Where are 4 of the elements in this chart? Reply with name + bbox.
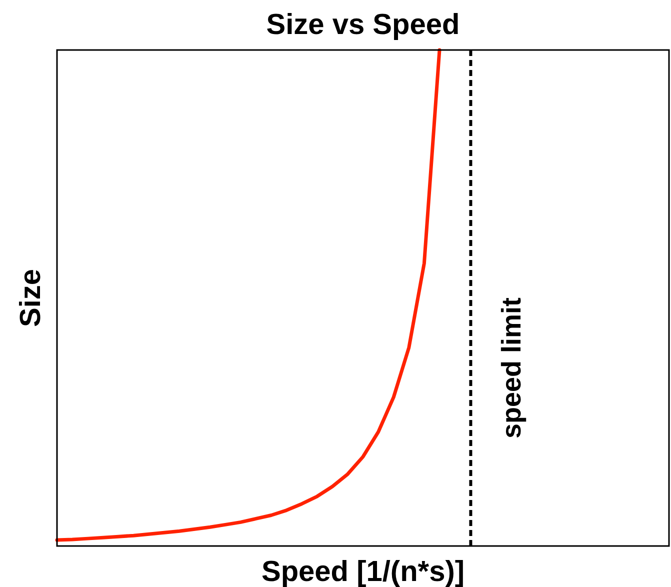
chart-title: Size vs Speed (266, 9, 460, 41)
x-axis-title: Speed [1/(n*s)] (261, 556, 465, 587)
annotation: speed limit (496, 297, 527, 439)
y-axis-title: Size (15, 268, 47, 328)
